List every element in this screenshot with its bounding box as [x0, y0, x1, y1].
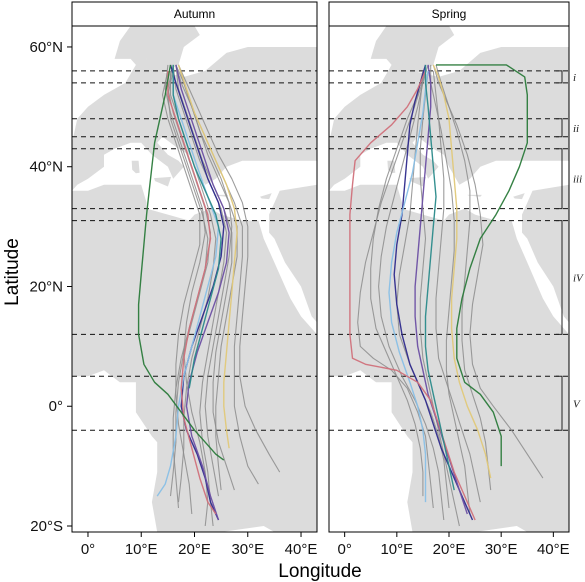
band-bracket [556, 220, 563, 335]
migration-track [388, 70, 429, 503]
migration-track [161, 70, 201, 515]
land-shape [563, 478, 569, 532]
migration-track [172, 64, 228, 527]
migration-track [393, 64, 474, 521]
x-axis-title: Longitude [278, 561, 361, 582]
panel-spring: Spring [328, 1, 570, 533]
migration-tracks [137, 64, 281, 527]
x-tick-label: 0° [81, 541, 95, 558]
x-tick-label: 40°E [537, 541, 570, 558]
migration-track [432, 64, 492, 479]
land-shape [513, 193, 525, 200]
migration-track [177, 64, 238, 449]
x-tick-label: 0° [338, 541, 352, 558]
migration-track [370, 70, 424, 497]
panel-autumn: Autumn [71, 1, 318, 533]
migration-track [172, 64, 222, 389]
migration-track [357, 70, 434, 509]
band-label: i [573, 72, 576, 84]
band-label: iV [573, 273, 584, 285]
land-shape [260, 193, 272, 200]
land-shape [114, 26, 200, 74]
x-tick-label: 20°E [178, 541, 211, 558]
land-shape [522, 184, 569, 323]
y-tick-label: 0° [49, 398, 63, 415]
y-axis: 60°N 40°N 20°N 0° 20°S [29, 39, 72, 535]
migration-tracks [349, 64, 544, 527]
y-tick-label: 20°S [30, 518, 63, 535]
migration-track [175, 64, 233, 497]
migration-track [177, 64, 281, 473]
migration-track [378, 64, 445, 521]
migration-track [167, 70, 217, 515]
x-tick-label: 20°E [433, 541, 466, 558]
migration-track [432, 70, 481, 503]
y-tick-label: 60°N [29, 39, 63, 56]
strip-label-spring: Spring [432, 7, 467, 21]
land-shape [213, 194, 229, 197]
migration-track [424, 64, 455, 491]
land-shape [154, 176, 172, 187]
land-shape [311, 478, 317, 532]
y-axis-title: Latitude [2, 238, 23, 306]
band-label: iii [573, 174, 582, 186]
band-bracket [556, 148, 563, 210]
strip-autumn [71, 1, 318, 27]
x-tick-label: 10°E [125, 541, 158, 558]
band-bracket [556, 375, 563, 431]
migration-track [156, 70, 220, 497]
migration-track [137, 64, 225, 461]
migration-track [432, 64, 544, 479]
x-tick-label: 30°E [485, 541, 518, 558]
migration-track [435, 64, 492, 491]
x-axis: 0° 10°E 20°E 30°E 40°E 0° 10°E 20°E 30°E 40°E [81, 532, 570, 558]
migration-track [436, 64, 528, 467]
land-shape [269, 184, 317, 323]
band-label: V [573, 398, 581, 410]
land-shape [131, 160, 140, 174]
strip-label-autumn: Autumn [174, 7, 215, 21]
x-tick-label: 30°E [231, 541, 264, 558]
band-bracket [556, 70, 563, 84]
migration-track [164, 64, 209, 527]
x-tick-label: 40°E [285, 541, 318, 558]
dashed-latitude-lines [72, 70, 317, 431]
y-tick-label: 20°N [29, 279, 63, 296]
y-tick-label: 40°N [29, 159, 63, 176]
land-shape [370, 26, 455, 74]
migration-track [419, 70, 460, 527]
band-bracket [556, 118, 563, 138]
x-tick-label: 10°E [380, 541, 413, 558]
band-label: ii [573, 123, 579, 135]
land-shape [329, 184, 569, 532]
migration-track [430, 64, 471, 515]
land-shape [467, 194, 482, 197]
dashed-latitude-lines [329, 70, 569, 431]
migration-track [175, 64, 230, 521]
